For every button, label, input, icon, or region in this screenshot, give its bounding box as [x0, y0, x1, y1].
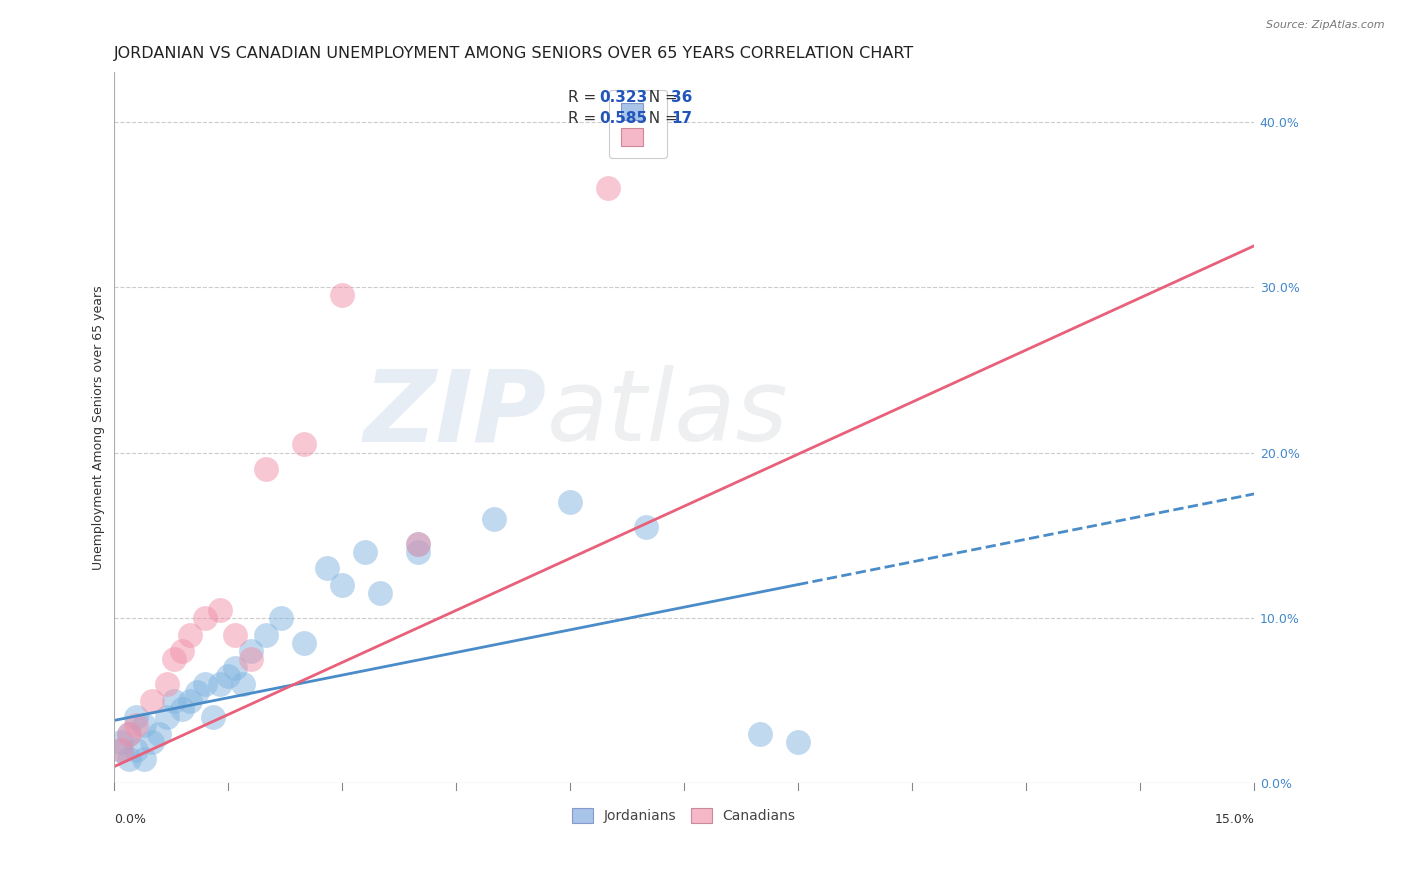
Point — [209, 677, 232, 691]
Point — [330, 578, 353, 592]
Point — [406, 536, 429, 550]
Point — [172, 644, 194, 658]
Point — [239, 652, 262, 666]
Text: Source: ZipAtlas.com: Source: ZipAtlas.com — [1267, 20, 1385, 29]
Point — [254, 627, 277, 641]
Point — [596, 181, 619, 195]
Point — [254, 462, 277, 476]
Point — [292, 437, 315, 451]
Point — [163, 652, 186, 666]
Point — [132, 751, 155, 765]
Point — [110, 735, 132, 749]
Text: R =: R = — [568, 111, 600, 126]
Point — [156, 677, 179, 691]
Text: 36: 36 — [672, 89, 693, 104]
Point — [232, 677, 254, 691]
Point — [558, 495, 581, 509]
Point — [156, 710, 179, 724]
Point — [110, 743, 132, 757]
Text: N =: N = — [640, 89, 683, 104]
Text: 0.323: 0.323 — [599, 89, 648, 104]
Point — [125, 718, 148, 732]
Point — [224, 660, 246, 674]
Point — [201, 710, 224, 724]
Point — [217, 669, 239, 683]
Point — [110, 743, 132, 757]
Point — [141, 694, 163, 708]
Point — [353, 545, 375, 559]
Point — [172, 702, 194, 716]
Point — [330, 288, 353, 302]
Point — [179, 694, 201, 708]
Point — [194, 677, 217, 691]
Point — [749, 727, 772, 741]
Point — [368, 586, 391, 600]
Point — [224, 627, 246, 641]
Point — [118, 751, 141, 765]
Point — [125, 710, 148, 724]
Point — [406, 536, 429, 550]
Text: atlas: atlas — [547, 365, 789, 462]
Text: R =: R = — [568, 89, 600, 104]
Text: 0.0%: 0.0% — [114, 814, 146, 826]
Point — [270, 611, 292, 625]
Point — [125, 743, 148, 757]
Text: 17: 17 — [672, 111, 693, 126]
Point — [634, 520, 657, 534]
Point — [406, 545, 429, 559]
Point — [163, 694, 186, 708]
Point — [292, 636, 315, 650]
Point — [194, 611, 217, 625]
Point — [186, 685, 208, 699]
Point — [482, 512, 505, 526]
Point — [118, 727, 141, 741]
Text: 15.0%: 15.0% — [1215, 814, 1254, 826]
Point — [315, 561, 337, 575]
Legend: Jordanians, Canadians: Jordanians, Canadians — [565, 801, 803, 830]
Text: ZIP: ZIP — [364, 365, 547, 462]
Text: N =: N = — [640, 111, 683, 126]
Text: JORDANIAN VS CANADIAN UNEMPLOYMENT AMONG SENIORS OVER 65 YEARS CORRELATION CHART: JORDANIAN VS CANADIAN UNEMPLOYMENT AMONG… — [114, 46, 914, 62]
Point — [141, 735, 163, 749]
Point — [132, 718, 155, 732]
Point — [239, 644, 262, 658]
Text: 0.585: 0.585 — [599, 111, 648, 126]
Point — [118, 727, 141, 741]
Point — [787, 735, 810, 749]
Point — [179, 627, 201, 641]
Point — [209, 603, 232, 617]
Y-axis label: Unemployment Among Seniors over 65 years: Unemployment Among Seniors over 65 years — [93, 285, 105, 570]
Point — [148, 727, 170, 741]
